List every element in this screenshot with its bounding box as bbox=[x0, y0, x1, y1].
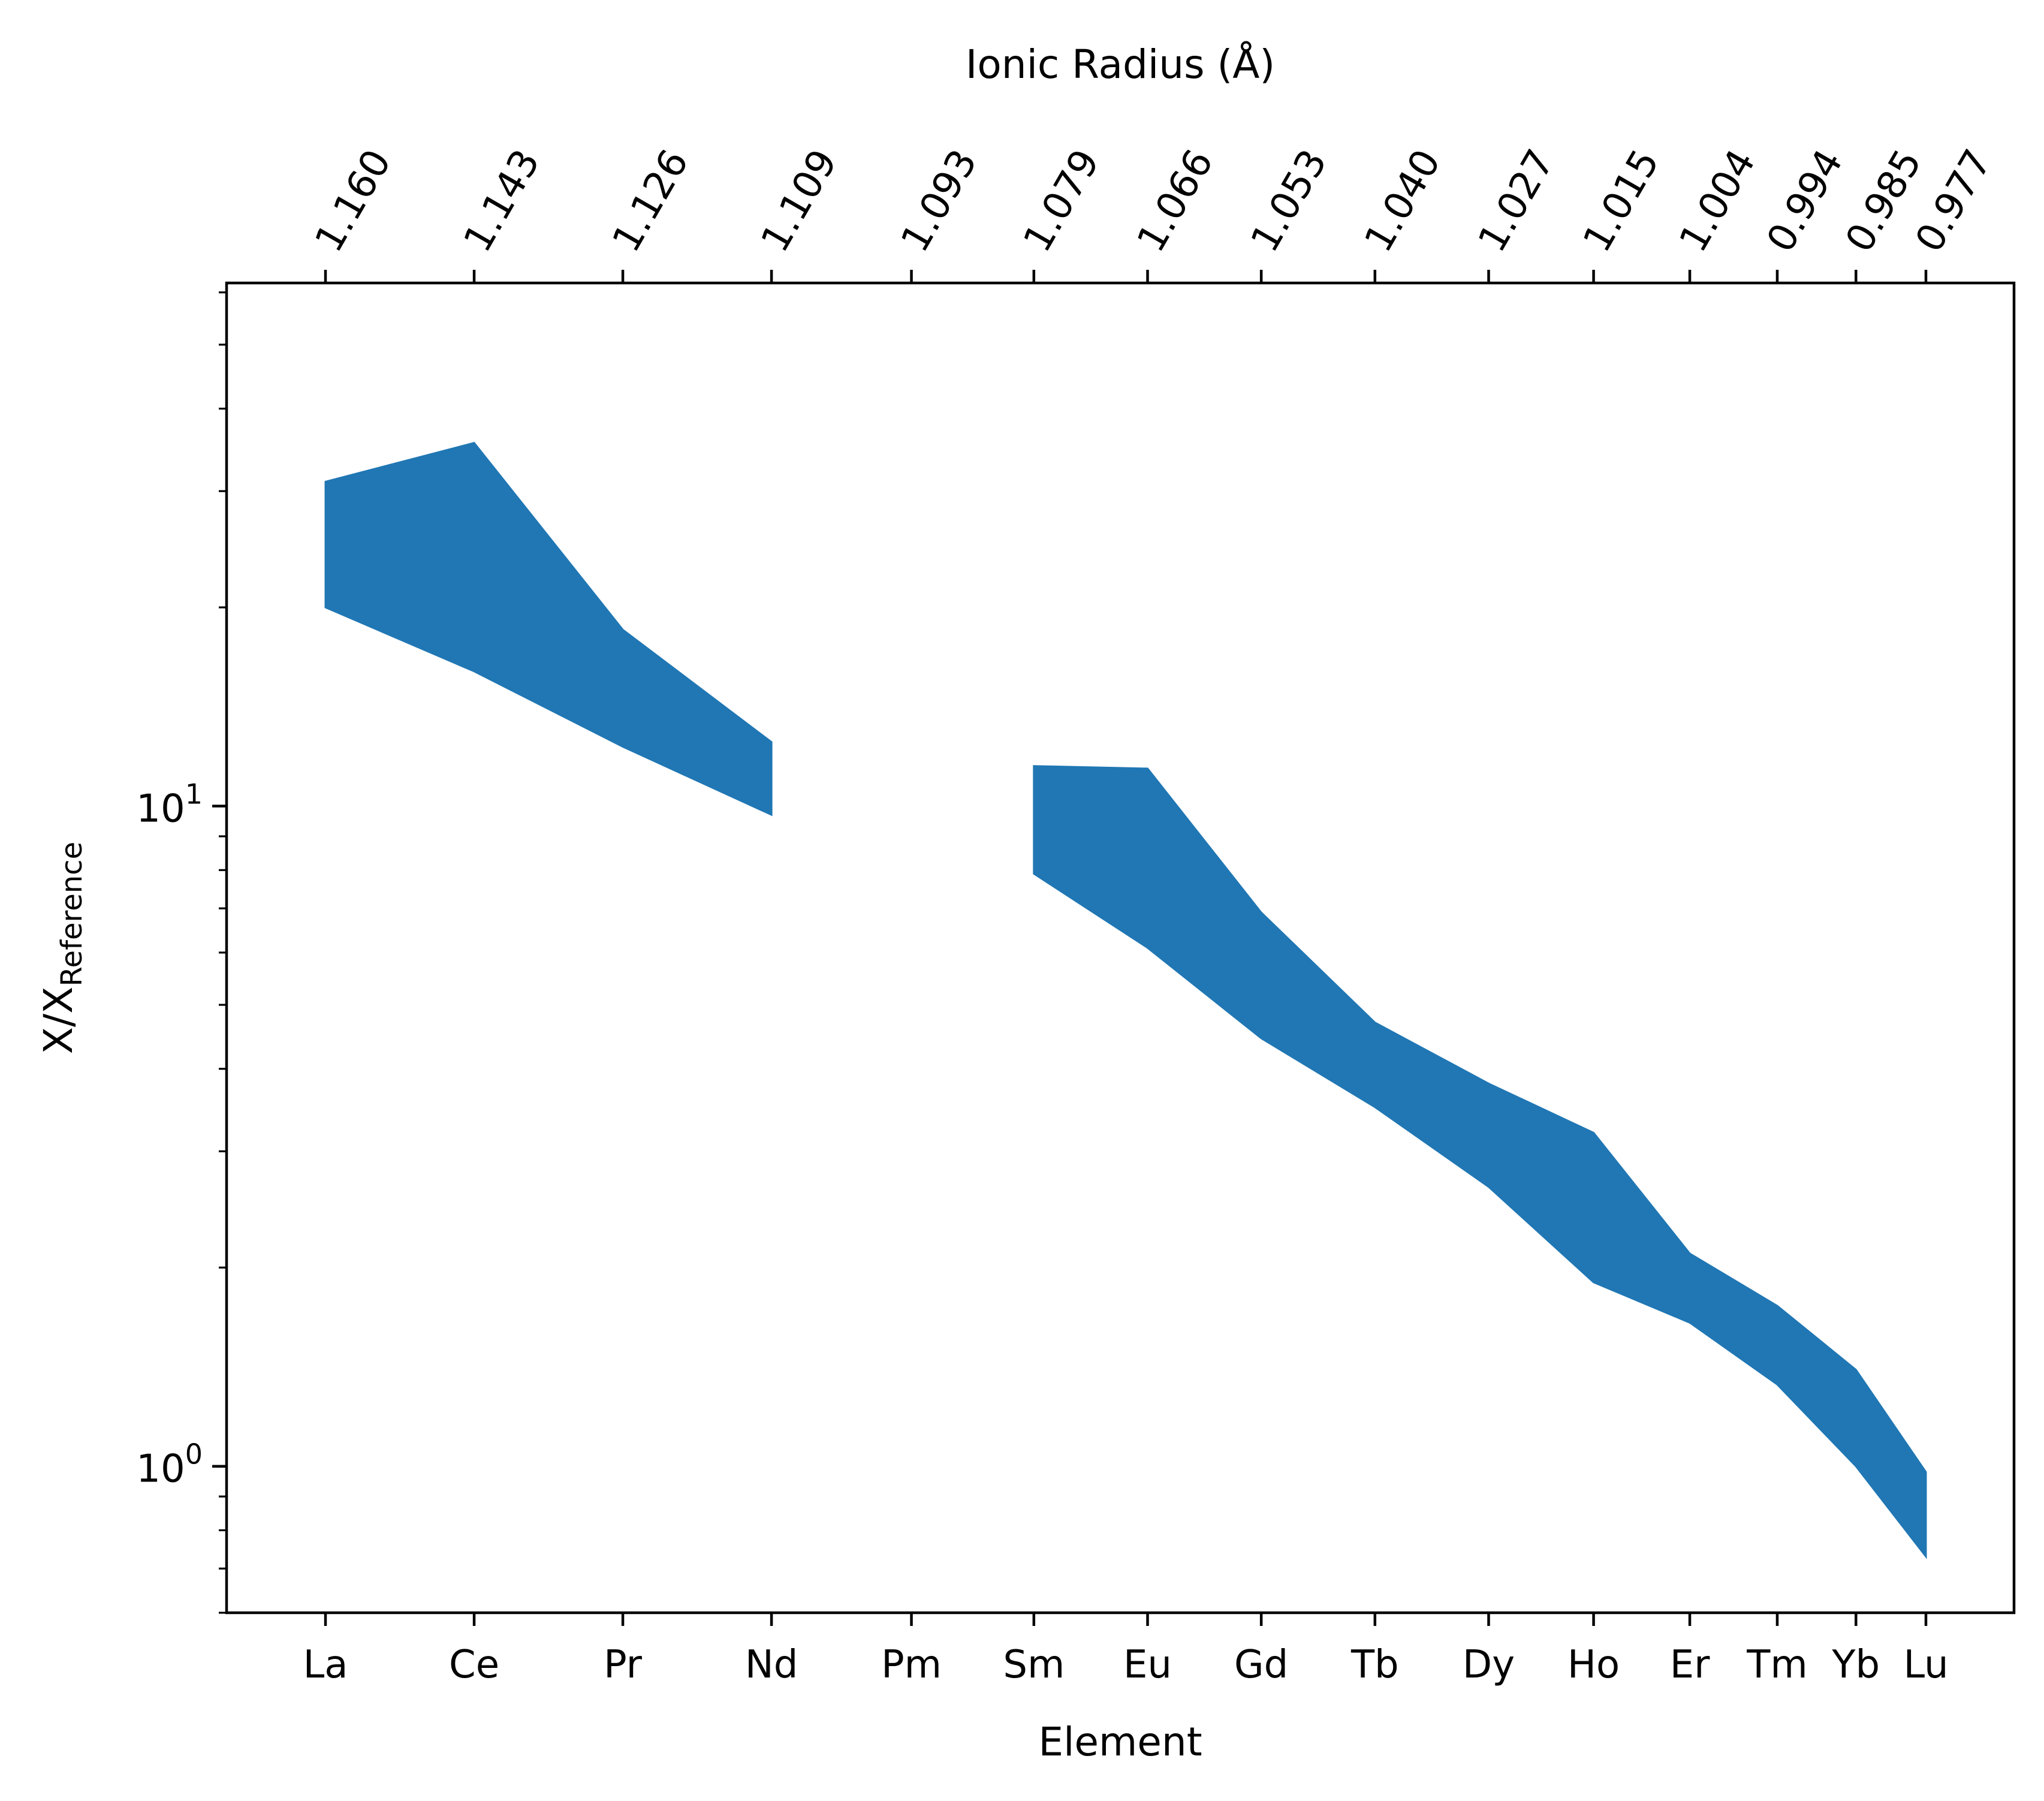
top-tick-label-Nd: 1.109 bbox=[753, 142, 846, 260]
top-tick-label-Er: 1.004 bbox=[1671, 142, 1765, 260]
y-axis-title-subscript: Reference bbox=[55, 842, 89, 987]
top-tick-label-Gd: 1.053 bbox=[1243, 142, 1336, 260]
y-axis: 100 101 bbox=[136, 291, 227, 1614]
x-tick-label-Pm: Pm bbox=[881, 1643, 942, 1687]
x-tick-label-Lu: Lu bbox=[1903, 1643, 1948, 1687]
y-tick-label-10: 101 bbox=[136, 778, 203, 832]
top-tick-label-Pr: 1.126 bbox=[604, 142, 698, 260]
top-tick-label-Dy: 1.027 bbox=[1470, 142, 1563, 260]
top-tick-label-La: 1.160 bbox=[307, 142, 400, 260]
x-tick-label-Gd: Gd bbox=[1234, 1643, 1288, 1687]
x-axis-top: 1.160 1.143 1.126 1.109 1.093 1.079 1.066 1.053… bbox=[307, 142, 2001, 283]
top-tick-label-Tm: 0.994 bbox=[1759, 142, 1852, 260]
y-axis-title-main: X/X bbox=[35, 987, 82, 1055]
x-tick-label-Eu: Eu bbox=[1123, 1643, 1172, 1687]
x-tick-label-Dy: Dy bbox=[1463, 1643, 1515, 1687]
area-band-segment-0-0 bbox=[324, 442, 773, 817]
x-tick-label-Tb: Tb bbox=[1350, 1643, 1399, 1687]
top-tick-label-Sm: 1.079 bbox=[1015, 142, 1109, 260]
x-tick-label-Tm: Tm bbox=[1746, 1643, 1807, 1687]
x-tick-label-Ho: Ho bbox=[1567, 1643, 1620, 1687]
x-tick-label-Er: Er bbox=[1670, 1643, 1710, 1687]
x-tick-label-Pr: Pr bbox=[604, 1643, 642, 1687]
x-axis-bottom: La Ce Pr Nd Pm Sm Eu Gd Tb Dy Ho Er Tm Yb Lu bbox=[303, 1613, 1949, 1687]
top-tick-label-Ce: 1.143 bbox=[456, 142, 549, 260]
x-tick-label-Ce: Ce bbox=[449, 1643, 499, 1687]
y-tick-label-1: 100 bbox=[136, 1438, 203, 1492]
x-tick-label-Sm: Sm bbox=[1003, 1643, 1065, 1687]
area-band-segment-0-1 bbox=[1033, 765, 1927, 1559]
area-fill-layer bbox=[324, 442, 1927, 1559]
top-tick-label-Tb: 1.040 bbox=[1356, 142, 1450, 260]
top-tick-label-Eu: 1.066 bbox=[1129, 142, 1222, 260]
x-axis-title: Element bbox=[1038, 1719, 1202, 1765]
x-tick-label-La: La bbox=[303, 1643, 348, 1687]
plot-frame bbox=[225, 281, 2016, 1615]
top-tick-label-Ho: 1.015 bbox=[1575, 142, 1668, 260]
x-tick-label-Yb: Yb bbox=[1831, 1643, 1880, 1687]
y-axis-title: X/XReference bbox=[35, 842, 89, 1054]
top-tick-label-Pm: 1.093 bbox=[893, 142, 986, 260]
secondary-x-axis-title: Ionic Radius (Å) bbox=[966, 41, 1275, 88]
x-tick-label-Nd: Nd bbox=[745, 1643, 798, 1687]
